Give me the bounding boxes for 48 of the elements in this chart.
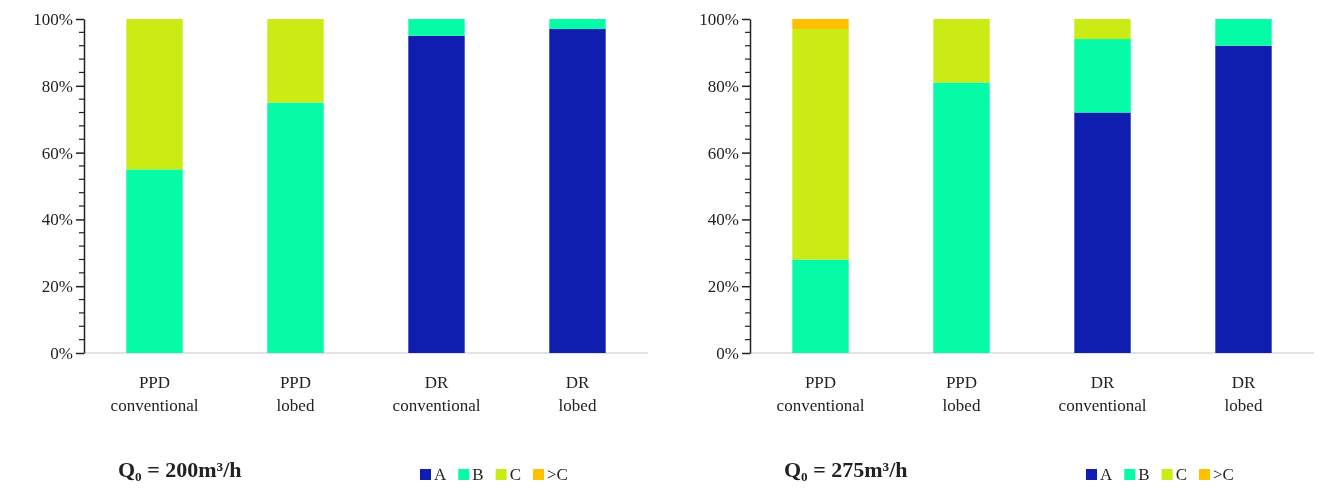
bar <box>792 29 849 260</box>
legend-label: A <box>1100 465 1113 484</box>
bar <box>408 19 465 36</box>
bar <box>792 259 849 353</box>
x-tick-label: PPD lobed <box>942 373 981 415</box>
bar <box>126 169 183 353</box>
bar <box>408 35 465 353</box>
x-tick-label: DR conventional <box>392 373 481 415</box>
y-tick-label: 100% <box>33 9 73 29</box>
x-tick-label: PPD lobed <box>276 373 315 415</box>
y-tick-label: 20% <box>41 277 73 297</box>
bar <box>267 102 324 353</box>
y-tick-label: 20% <box>707 277 739 297</box>
bar <box>1074 19 1131 40</box>
legend-label: B <box>1138 465 1150 484</box>
bar <box>549 19 606 30</box>
legend-label: >C <box>1212 465 1234 484</box>
y-tick-label: 100% <box>699 9 739 29</box>
text: Q₀ = 275m³/h <box>784 457 908 482</box>
bar <box>1074 112 1131 353</box>
bar <box>267 19 324 103</box>
x-tick-label: DR lobed <box>1224 373 1263 415</box>
x-tick-label: DR lobed <box>558 373 597 415</box>
legend-label: A <box>434 465 447 484</box>
y-tick-label: 0% <box>50 343 73 363</box>
legend-label: B <box>472 465 484 484</box>
y-tick-label: 60% <box>707 143 739 163</box>
bar <box>933 19 990 83</box>
bar <box>1215 19 1272 46</box>
text: Q₀ = 200m³/h <box>118 457 242 482</box>
y-tick-label: 40% <box>707 210 739 230</box>
x-tick-label: PPD conventional <box>776 373 865 415</box>
y-tick-label: 60% <box>41 143 73 163</box>
y-tick-label: 40% <box>41 210 73 230</box>
legend-label: C <box>509 465 521 484</box>
x-tick-label: DR conventional <box>1058 373 1147 415</box>
legend-label: C <box>1175 465 1187 484</box>
y-tick-label: 0% <box>716 343 739 363</box>
y-tick-label: 80% <box>41 76 73 96</box>
bar <box>126 19 183 170</box>
legend-label: >C <box>546 465 568 484</box>
bar <box>1074 39 1131 113</box>
bar <box>792 19 849 30</box>
bar <box>933 82 990 353</box>
x-tick-label: PPD conventional <box>110 373 199 415</box>
bar <box>1215 45 1272 353</box>
bar <box>549 29 606 353</box>
y-tick-label: 80% <box>707 76 739 96</box>
